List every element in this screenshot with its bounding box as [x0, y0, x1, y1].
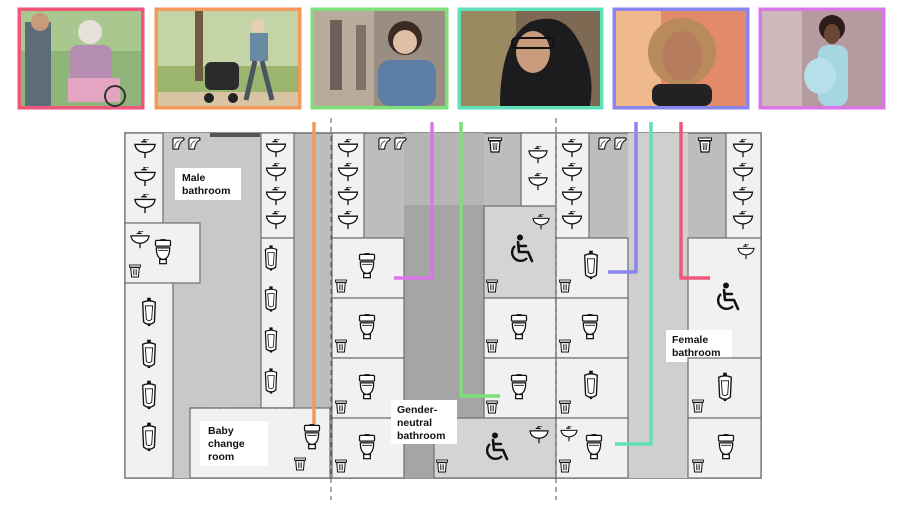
- female-bathroom-zone: Female bathroom: [555, 132, 762, 479]
- trash-bin-icon: [698, 137, 712, 153]
- connector-line-pregnant: [394, 122, 434, 280]
- floor-plan: Male bathroom: [124, 118, 762, 500]
- trash-bin-icon: [692, 459, 704, 473]
- urinal-icon: [583, 250, 599, 280]
- baby-change-label: change: [208, 438, 245, 450]
- photo-tile-young-woman-thinking: [310, 7, 449, 110]
- baby-change-label: Baby: [208, 425, 234, 437]
- trash-bin-icon: [486, 400, 498, 414]
- male-bathroom-zone: Male bathroom: [124, 132, 331, 479]
- urinal-icon: [264, 367, 278, 395]
- female-bathroom-label: Female: [672, 334, 708, 346]
- connector-line-elderly: [679, 122, 710, 280]
- trash-bin-icon: [129, 264, 141, 278]
- gender-neutral-bathroom-zone: Gender- neutral bathroom: [331, 132, 557, 479]
- urinal-icon: [141, 297, 157, 327]
- urinal-icon: [264, 285, 278, 313]
- trash-bin-icon: [335, 279, 347, 293]
- trash-bin-icon: [692, 399, 704, 413]
- trash-bin-icon: [294, 457, 306, 471]
- male-bathroom-label: bathroom: [182, 185, 230, 197]
- connector-line-hijab: [615, 122, 653, 446]
- photo-tile-smiling-woman: [612, 7, 750, 110]
- trash-bin-icon: [559, 279, 571, 293]
- trash-bin-icon: [559, 400, 571, 414]
- trash-bin-icon: [488, 137, 502, 153]
- trash-bin-icon: [335, 459, 347, 473]
- trash-bin-icon: [335, 339, 347, 353]
- gender-neutral-label: neutral: [397, 417, 432, 429]
- male-bathroom-label: Male: [182, 172, 206, 184]
- urinal-icon: [717, 372, 733, 402]
- urinal-icon: [264, 244, 278, 272]
- trash-bin-icon: [436, 459, 448, 473]
- female-bathroom-label: bathroom: [672, 347, 720, 359]
- photo-tile-pregnant-woman: [758, 7, 886, 110]
- trash-bin-icon: [559, 459, 571, 473]
- urinal-icon: [141, 339, 157, 369]
- connector-line-young-woman: [459, 122, 500, 398]
- urinal-icon: [141, 422, 157, 452]
- trash-bin-icon: [486, 339, 498, 353]
- urinal-icon: [141, 380, 157, 410]
- urinal-icon: [264, 326, 278, 354]
- trash-bin-icon: [335, 400, 347, 414]
- connector-lines: [312, 122, 710, 446]
- photo-tile-elderly-wheelchair-user: [17, 7, 145, 110]
- urinal-icon: [583, 370, 599, 400]
- photo-tile-parent-with-stroller: [154, 7, 302, 110]
- gender-neutral-label: Gender-: [397, 404, 438, 416]
- gender-neutral-label: bathroom: [397, 430, 445, 442]
- trash-bin-icon: [559, 339, 571, 353]
- connector-line-smiling-woman: [608, 122, 638, 274]
- baby-change-label: room: [208, 451, 234, 463]
- trash-bin-icon: [486, 279, 498, 293]
- photo-tile-woman-in-hijab: [457, 7, 604, 110]
